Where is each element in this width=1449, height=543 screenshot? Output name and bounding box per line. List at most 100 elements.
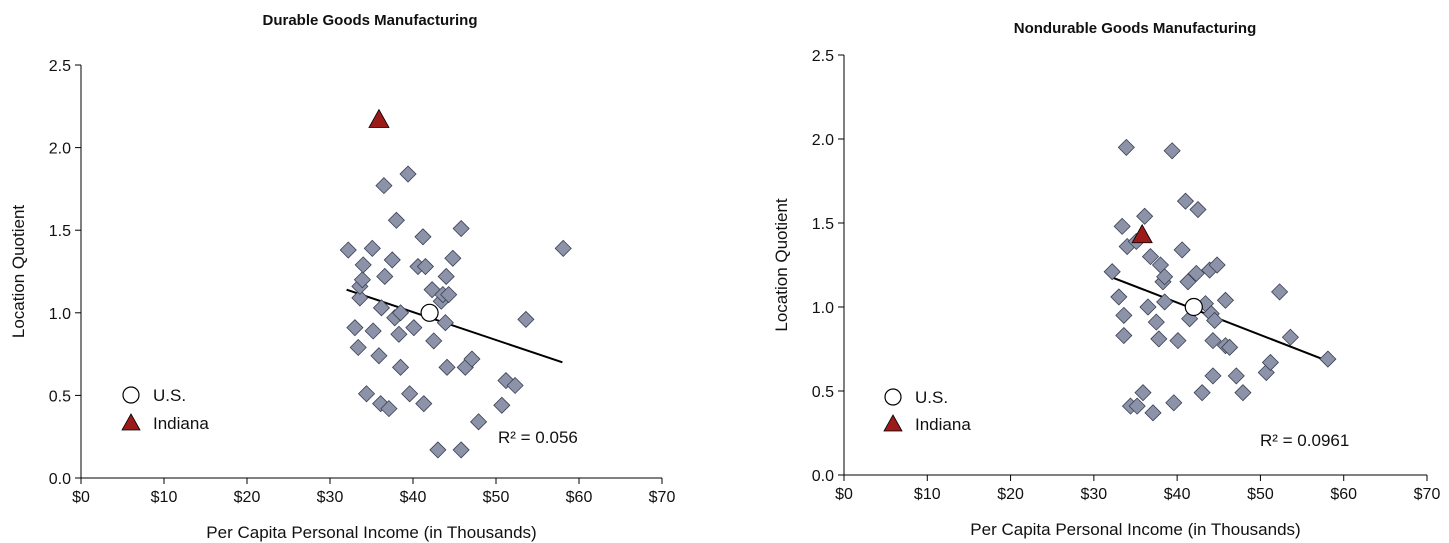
state-point — [372, 299, 391, 317]
us-point — [420, 303, 439, 322]
x-tick-label: $60 — [566, 489, 593, 506]
state-point — [1117, 138, 1135, 156]
state-point — [436, 314, 454, 332]
state-point — [1206, 311, 1224, 330]
y-tick-label: 1.0 — [812, 300, 834, 317]
x-axis-label: Per Capita Personal Income (in Thousands… — [970, 520, 1300, 539]
state-point — [1234, 384, 1252, 402]
r-squared-annotation: R² = 0.056 — [498, 428, 578, 447]
state-point — [1141, 248, 1160, 266]
x-tick-label: $20 — [234, 489, 261, 506]
legend-us-label: U.S. — [153, 386, 186, 405]
y-tick-label: 0.0 — [49, 471, 71, 488]
state-point — [399, 165, 417, 183]
state-point — [1204, 332, 1222, 350]
legend-indiana-marker — [883, 414, 903, 432]
state-point — [1115, 326, 1133, 345]
state-point — [554, 239, 572, 257]
x-tick-label: $20 — [997, 486, 1024, 503]
state-point — [517, 310, 535, 328]
y-tick-label: 2.5 — [49, 58, 71, 75]
state-point — [438, 358, 456, 376]
state-point — [497, 371, 515, 390]
state-point — [353, 271, 371, 289]
y-axis-label: Location Quotient — [9, 205, 28, 339]
state-point — [425, 332, 443, 350]
x-tick-label: $40 — [400, 489, 427, 506]
y-tick-label: 1.5 — [49, 223, 71, 240]
y-tick-label: 0.5 — [49, 388, 71, 405]
legend-us-label: U.S. — [915, 388, 948, 407]
x-tick-label: $10 — [914, 486, 941, 503]
x-tick-label: $70 — [1414, 486, 1441, 503]
state-point — [1189, 200, 1207, 219]
state-point — [1204, 367, 1222, 385]
r-squared-annotation: R² = 0.0961 — [1260, 431, 1349, 450]
state-point — [1227, 367, 1245, 385]
legend-us-marker — [122, 386, 140, 404]
state-point — [1193, 384, 1211, 402]
state-point — [391, 304, 410, 322]
durable-goods-chart: Durable Goods Manufacturing 0.0 0.5 1.0 1.5 2… — [9, 12, 675, 542]
state-point — [1271, 283, 1289, 301]
state-point — [463, 350, 481, 368]
state-point — [506, 376, 524, 395]
state-point — [444, 249, 462, 267]
state-point — [1136, 207, 1154, 225]
state-point — [440, 286, 458, 304]
state-point — [376, 267, 394, 286]
state-point — [387, 211, 405, 229]
state-point — [364, 322, 382, 340]
state-point — [1115, 306, 1133, 324]
state-point — [354, 256, 372, 274]
state-point — [452, 219, 470, 238]
state-point — [1139, 298, 1157, 316]
state-point — [1221, 338, 1239, 356]
nondurable-goods-chart: Nondurable Goods Manufacturing 0.0 0.5 1.0 1… — [772, 20, 1440, 539]
indiana-point — [1131, 223, 1153, 244]
state-point — [349, 338, 367, 357]
x-tick-label: $30 — [1081, 486, 1108, 503]
state-point — [493, 396, 511, 414]
state-point — [346, 319, 364, 337]
state-point — [1144, 404, 1162, 422]
y-axis-label: Location Quotient — [772, 198, 791, 332]
legend-us-marker — [884, 388, 902, 406]
state-point — [1110, 288, 1128, 306]
state-point — [401, 385, 419, 403]
state-point — [1156, 268, 1174, 286]
y-tick-label: 0.0 — [812, 468, 834, 485]
chart-title: Nondurable Goods Manufacturing — [1014, 20, 1257, 37]
y-tick-label: 2.0 — [49, 141, 71, 158]
state-point — [437, 267, 455, 286]
chart-title: Durable Goods Manufacturing — [262, 12, 477, 29]
state-point — [375, 177, 393, 195]
state-point — [414, 228, 432, 246]
state-point — [1128, 397, 1146, 415]
state-point — [452, 441, 470, 459]
state-point — [1281, 328, 1299, 346]
x-tick-label: $0 — [835, 486, 853, 503]
state-point — [1165, 394, 1183, 412]
y-tick-label: 2.0 — [812, 132, 834, 149]
state-point — [383, 251, 401, 269]
x-axis-label: Per Capita Personal Income (in Thousands… — [206, 523, 536, 542]
state-point — [1216, 291, 1235, 309]
state-point — [405, 319, 423, 337]
state-point — [1134, 384, 1152, 402]
y-tick-label: 0.5 — [812, 384, 834, 401]
state-point — [1173, 241, 1191, 259]
legend-indiana-label: Indiana — [915, 415, 971, 434]
x-tick-label: $40 — [1164, 486, 1191, 503]
indiana-point — [368, 108, 390, 128]
state-point — [1163, 142, 1181, 160]
state-point — [1156, 293, 1174, 311]
state-point — [1187, 264, 1205, 282]
x-tick-label: $60 — [1330, 486, 1357, 503]
y-tick-label: 2.5 — [812, 48, 834, 65]
state-point — [416, 257, 435, 276]
state-point — [1150, 330, 1168, 348]
state-point — [370, 347, 388, 365]
x-tick-label: $50 — [483, 489, 510, 506]
